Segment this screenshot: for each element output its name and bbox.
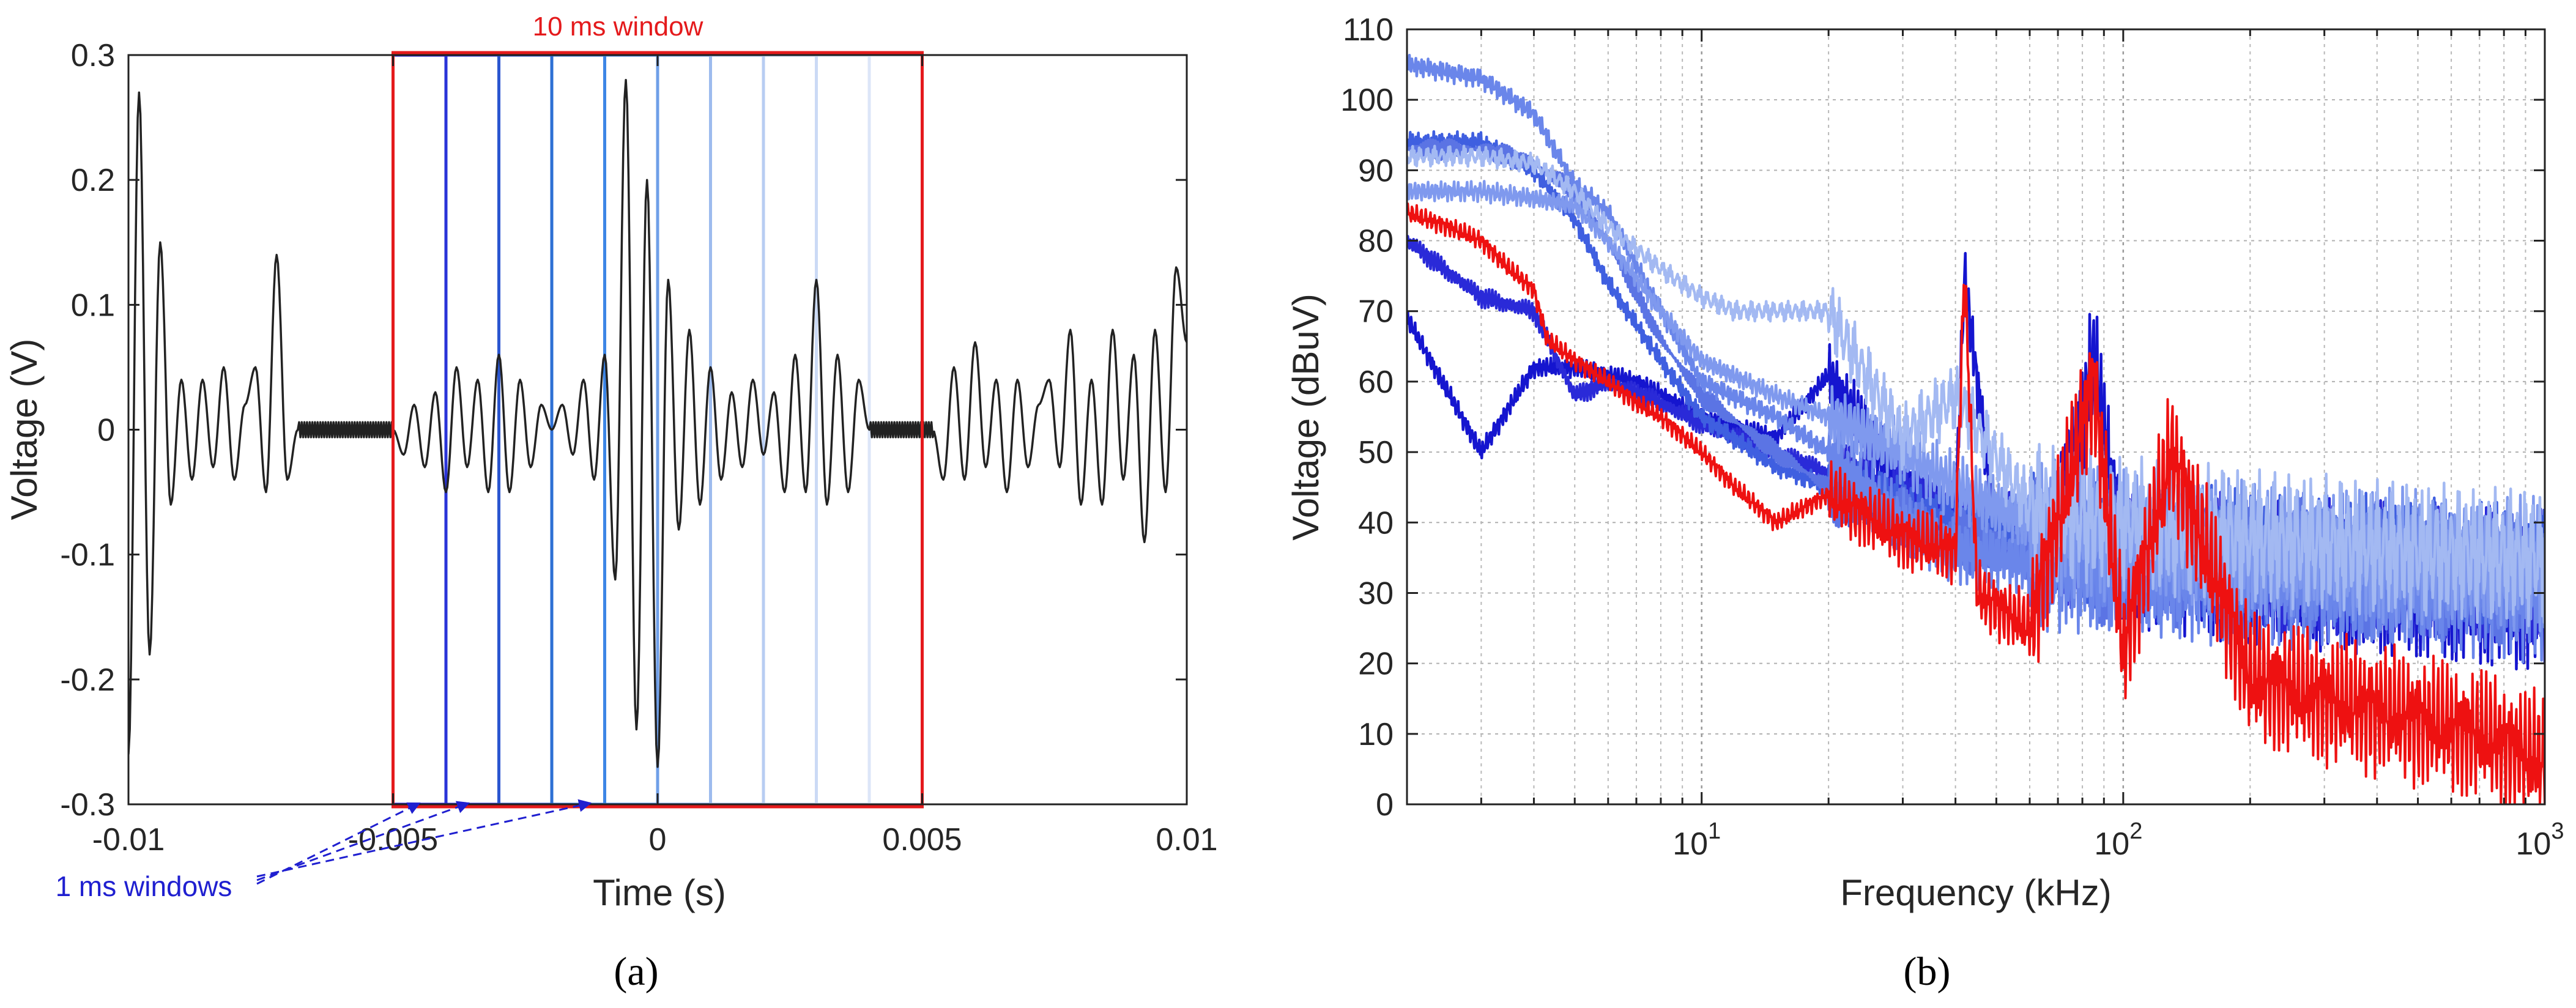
series-blue-7: [1407, 144, 2545, 628]
chart-a-series: [128, 79, 1187, 768]
y-tick-label: 20: [1358, 647, 1394, 682]
chart-b-x-ticks: 101 102 103: [1406, 29, 2564, 862]
chart-b-xlabel: Frequency (kHz): [1840, 872, 2111, 913]
chart-b-plot-area: [1407, 29, 2545, 804]
y-tick-label: -0.2: [60, 662, 115, 698]
chart-b-axes-box: [1406, 28, 2546, 806]
panel-label-b: (b): [1904, 949, 1951, 994]
chart-a-outer-window-label: 10 ms window: [533, 12, 703, 42]
y-tick-label: 0.3: [71, 38, 115, 73]
y-tick-label: 30: [1358, 576, 1394, 611]
y-tick-label: -0.3: [60, 787, 115, 823]
panel-label-a: (a): [614, 949, 658, 994]
chart-a-xlabel: Time (s): [593, 872, 726, 913]
x-tick-label: 0: [649, 822, 667, 858]
y-tick-label: 0.2: [71, 163, 115, 198]
inner-window-arrow: [256, 801, 470, 881]
y-tick-label: 100: [1340, 83, 1394, 118]
x-tick-base: 10: [2094, 826, 2129, 862]
x-tick-label: 101: [1672, 818, 1721, 862]
y-tick-label: 50: [1358, 435, 1394, 470]
x-tick-base: 10: [2516, 826, 2552, 862]
x-tick-exponent: 2: [2129, 818, 2142, 844]
y-tick-label: -0.1: [60, 538, 115, 573]
x-tick-label: 0.01: [1156, 822, 1217, 858]
y-tick-label: 110: [1343, 12, 1394, 48]
y-tick-label: 60: [1358, 365, 1394, 400]
chart-a: -0.01 -0.005 0 0.005 0.01 -0.3-0.2-0.100.10.…: [4, 12, 1218, 994]
y-tick-label: 40: [1358, 505, 1394, 541]
chart-b-series: [1407, 53, 2545, 804]
chart-a-outer-window: [392, 51, 924, 809]
y-tick-label: 0: [1376, 787, 1394, 823]
x-tick-label: -0.01: [92, 822, 165, 858]
y-tick-label: 10: [1358, 717, 1394, 752]
x-tick-exponent: 1: [1708, 818, 1721, 844]
inner-window-arrow: [256, 799, 592, 878]
y-tick-label: 90: [1358, 153, 1394, 188]
y-tick-label: 80: [1358, 224, 1394, 259]
x-tick-exponent: 3: [2551, 818, 2564, 844]
x-tick-label: 103: [2516, 818, 2564, 862]
chart-b-ylabel: Voltage (dBuV): [1285, 294, 1326, 541]
chart-a-ylabel: Voltage (V): [4, 339, 45, 521]
y-tick-label: 0: [97, 413, 115, 448]
y-tick-label: 70: [1358, 294, 1394, 330]
chart-a-inner-window-label: 1 ms windows: [56, 870, 232, 902]
chart-b-y-ticks: 0 10 20 30 40 50 60 70 80 90 100 110: [1340, 12, 2545, 823]
x-tick-label: 0.005: [882, 822, 962, 858]
chart-a-y-ticks: -0.3 -0.2 -0.1 0 0.1 0.2 0.3: [60, 38, 1187, 823]
series-signal: [128, 79, 1187, 768]
x-tick-base: 10: [1672, 826, 1708, 862]
x-tick-label: 102: [2094, 818, 2142, 862]
chart-a-inner-window-arrows: [256, 799, 592, 885]
series-red: [1407, 202, 2545, 804]
y-tick-label: 0.1: [71, 287, 115, 323]
